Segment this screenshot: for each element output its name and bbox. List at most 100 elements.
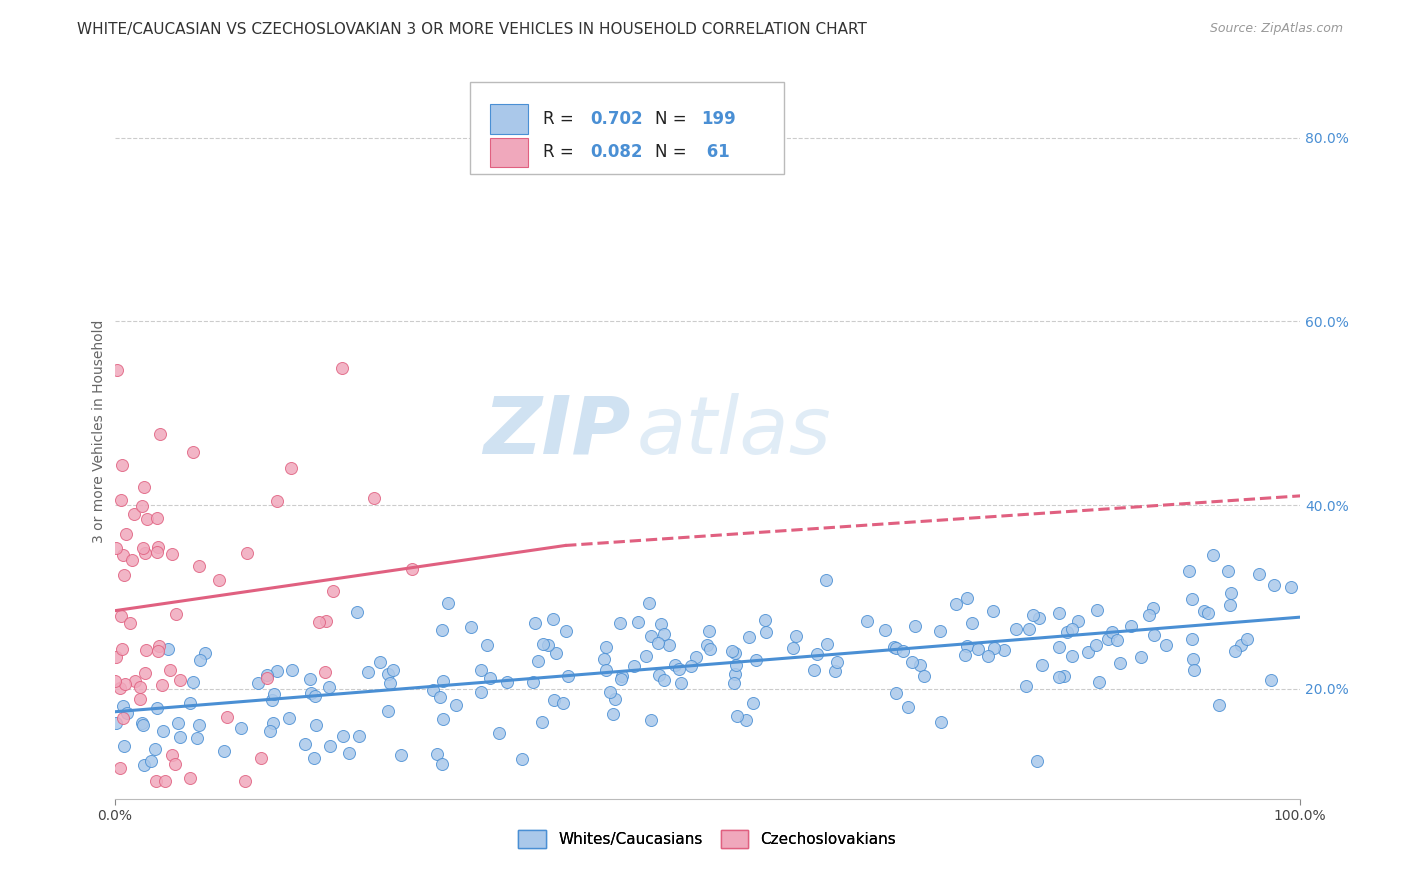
Point	[129, 680, 152, 694]
Point	[163, 756, 186, 771]
Point	[422, 682, 444, 697]
Point	[148, 644, 170, 658]
Point	[432, 756, 454, 771]
Point	[112, 739, 135, 754]
Point	[105, 649, 128, 664]
Point	[658, 638, 681, 652]
FancyBboxPatch shape	[470, 82, 785, 174]
Point	[725, 709, 748, 723]
Point	[146, 544, 169, 558]
Point	[136, 512, 159, 526]
Point	[1142, 601, 1164, 615]
Point	[1005, 622, 1028, 636]
Point	[110, 609, 132, 624]
Point	[111, 641, 134, 656]
Point	[679, 659, 702, 673]
Point	[929, 715, 952, 730]
Text: 0.082: 0.082	[591, 144, 643, 161]
Point	[280, 461, 302, 475]
Point	[231, 721, 253, 735]
Point	[977, 648, 1000, 663]
Point	[522, 675, 544, 690]
Point	[557, 669, 579, 683]
Point	[135, 643, 157, 657]
FancyBboxPatch shape	[491, 104, 529, 134]
Point	[146, 700, 169, 714]
Point	[696, 638, 718, 652]
Point	[131, 715, 153, 730]
Point	[1015, 680, 1038, 694]
Point	[755, 624, 778, 639]
Point	[304, 689, 326, 703]
Point	[541, 611, 564, 625]
Point	[314, 665, 336, 679]
Point	[638, 596, 661, 610]
Point	[956, 591, 979, 605]
Point	[432, 674, 454, 689]
Point	[401, 562, 423, 576]
Legend: Whites/Caucasians, Czechoslovakians: Whites/Caucasians, Czechoslovakians	[512, 824, 903, 854]
Text: WHITE/CAUCASIAN VS CZECHOSLOVAKIAN 3 OR MORE VEHICLES IN HOUSEHOLD CORRELATION C: WHITE/CAUCASIAN VS CZECHOSLOVAKIAN 3 OR …	[77, 22, 868, 37]
Point	[806, 648, 828, 662]
Point	[304, 718, 326, 732]
Point	[1202, 549, 1225, 563]
Point	[115, 706, 138, 720]
Point	[122, 508, 145, 522]
Point	[1137, 608, 1160, 623]
Point	[1220, 586, 1243, 600]
Point	[1047, 606, 1070, 620]
Point	[233, 773, 256, 788]
Point	[1181, 592, 1204, 607]
Point	[531, 714, 554, 729]
Point	[134, 665, 156, 680]
Point	[1109, 656, 1132, 670]
Point	[610, 673, 633, 687]
Point	[160, 547, 183, 561]
Text: ZIP: ZIP	[482, 392, 630, 471]
Point	[153, 773, 176, 788]
Y-axis label: 3 or more Vehicles in Household: 3 or more Vehicles in Household	[93, 320, 107, 543]
Point	[148, 639, 170, 653]
Point	[697, 624, 720, 639]
Point	[599, 685, 621, 699]
Point	[318, 739, 340, 753]
Point	[426, 747, 449, 761]
Point	[368, 656, 391, 670]
Point	[814, 574, 837, 588]
Point	[912, 669, 935, 683]
Point	[1067, 615, 1090, 629]
Point	[181, 445, 204, 459]
Point	[652, 673, 675, 688]
Point	[432, 712, 454, 726]
Point	[460, 620, 482, 634]
Point	[824, 664, 846, 678]
Point	[983, 641, 1005, 656]
Point	[1026, 754, 1049, 768]
Point	[169, 731, 191, 745]
Point	[531, 637, 554, 651]
Point	[1181, 652, 1204, 666]
Point	[108, 761, 131, 775]
Point	[104, 541, 127, 555]
Point	[260, 692, 283, 706]
Point	[278, 710, 301, 724]
Point	[152, 723, 174, 738]
Point	[723, 666, 745, 681]
Point	[118, 615, 141, 630]
Point	[302, 751, 325, 765]
Point	[1263, 578, 1285, 592]
Point	[479, 671, 502, 685]
Point	[723, 675, 745, 690]
Point	[537, 638, 560, 652]
Text: 199: 199	[702, 111, 737, 128]
Point	[1219, 598, 1241, 612]
Point	[266, 664, 288, 678]
Point	[782, 641, 804, 656]
Point	[128, 691, 150, 706]
Point	[208, 574, 231, 588]
Point	[904, 618, 927, 632]
Point	[1208, 698, 1230, 713]
Point	[1223, 644, 1246, 658]
Point	[928, 624, 950, 639]
Point	[1031, 657, 1053, 672]
